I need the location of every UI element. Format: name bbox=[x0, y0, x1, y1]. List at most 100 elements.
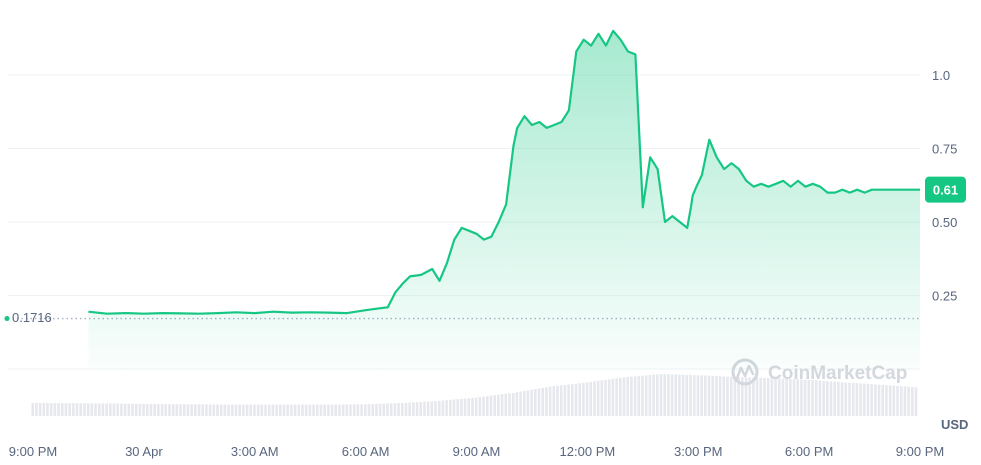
volume-bar bbox=[611, 378, 615, 416]
volume-bar bbox=[644, 375, 648, 416]
volume-bar bbox=[840, 382, 844, 416]
volume-bar bbox=[493, 395, 496, 416]
volume-bar bbox=[826, 381, 829, 416]
volume-bar bbox=[441, 400, 445, 416]
volume-bar bbox=[811, 380, 814, 416]
volume-bar bbox=[907, 386, 910, 416]
volume-bar bbox=[341, 404, 345, 416]
volume-bar bbox=[807, 379, 811, 416]
volume-bar bbox=[685, 374, 689, 416]
volume-bar bbox=[585, 382, 589, 416]
volume-bar bbox=[168, 404, 171, 416]
volume-bar bbox=[90, 403, 94, 416]
volume-bar bbox=[659, 374, 663, 416]
volume-bar bbox=[267, 404, 271, 416]
volume-bar bbox=[881, 384, 885, 416]
volume-bar bbox=[127, 403, 131, 416]
volume-bar bbox=[197, 404, 201, 416]
x-tick-label: 9:00 PM bbox=[9, 444, 57, 459]
volume-bar bbox=[415, 402, 419, 416]
volume-bar bbox=[471, 397, 474, 416]
volume-bar bbox=[245, 404, 249, 416]
volume-bar bbox=[866, 383, 870, 416]
volume-bar bbox=[570, 384, 574, 416]
volume-bar bbox=[789, 379, 792, 416]
volume-bar bbox=[899, 386, 903, 416]
volume-bar bbox=[182, 404, 186, 416]
current-price-value: 0.61 bbox=[933, 183, 958, 198]
volume-bar bbox=[164, 404, 168, 416]
volume-bar bbox=[434, 401, 437, 416]
volume-bar bbox=[364, 404, 367, 416]
volume-bar bbox=[330, 404, 334, 416]
volume-bar bbox=[785, 378, 788, 416]
currency-label: USD bbox=[941, 417, 968, 432]
volume-bar bbox=[822, 380, 825, 416]
volume-bar bbox=[862, 383, 866, 416]
volume-bar bbox=[35, 403, 38, 416]
volume-bar bbox=[556, 385, 559, 416]
y-tick-label: 0.75 bbox=[932, 142, 957, 157]
volume-bar bbox=[72, 403, 75, 416]
volume-bar bbox=[530, 389, 533, 416]
volume-bar bbox=[408, 402, 411, 416]
volume-bar bbox=[896, 385, 899, 416]
volume-bar bbox=[803, 379, 807, 416]
volume-bar bbox=[120, 403, 123, 416]
volume-bar bbox=[914, 387, 918, 416]
volume-bar bbox=[419, 401, 423, 416]
volume-bar bbox=[474, 397, 478, 416]
volume-bar bbox=[559, 385, 563, 416]
volume-bar bbox=[485, 396, 489, 416]
volume-bar bbox=[338, 404, 341, 416]
volume-bar bbox=[186, 404, 190, 416]
volume-bar bbox=[596, 380, 600, 416]
x-tick-label: 6:00 AM bbox=[342, 444, 390, 459]
volume-bar bbox=[519, 391, 522, 416]
volume-bar bbox=[38, 403, 42, 416]
volume-bar bbox=[179, 404, 182, 416]
volume-bar bbox=[271, 404, 275, 416]
x-tick-label: 9:00 PM bbox=[896, 444, 944, 459]
volume-bar bbox=[219, 404, 223, 416]
volume-bar bbox=[426, 401, 430, 416]
volume-bar bbox=[131, 403, 134, 416]
x-tick-label: 30 Apr bbox=[125, 444, 163, 459]
volume-bar bbox=[175, 404, 179, 416]
price-area bbox=[88, 30, 920, 370]
volume-bar bbox=[194, 404, 197, 416]
volume-bar bbox=[171, 404, 175, 416]
volume-bar bbox=[770, 378, 774, 416]
volume-bar bbox=[526, 390, 530, 416]
volume-bar bbox=[315, 404, 319, 416]
volume-bar bbox=[94, 403, 97, 416]
volume-bar bbox=[142, 403, 145, 416]
volume-bar bbox=[389, 403, 393, 416]
volume-bar bbox=[282, 404, 286, 416]
volume-bar bbox=[290, 404, 293, 416]
baseline-marker bbox=[4, 316, 10, 322]
volume-bar bbox=[460, 398, 463, 416]
volume-bar bbox=[49, 403, 53, 416]
volume-bar bbox=[238, 404, 241, 416]
volume-bar bbox=[777, 378, 781, 416]
volume-bar bbox=[356, 404, 360, 416]
volume-bar bbox=[201, 404, 205, 416]
volume-bar bbox=[870, 384, 873, 416]
volume-bar bbox=[748, 377, 751, 416]
volume-bar bbox=[681, 374, 685, 416]
volume-bar bbox=[814, 380, 818, 416]
volume-bar bbox=[630, 376, 633, 416]
volume-bar bbox=[334, 404, 338, 416]
volume-bar bbox=[97, 403, 101, 416]
volume-bar bbox=[741, 377, 744, 416]
volume-bar bbox=[622, 377, 626, 416]
y-axis: 0.25 0.50 0.75 1.0 bbox=[932, 68, 957, 304]
volume-bar bbox=[641, 375, 644, 416]
volume-bar bbox=[637, 376, 641, 416]
volume-bar bbox=[593, 381, 596, 416]
volume-bar bbox=[149, 403, 153, 416]
baseline-label: 0.1716 bbox=[12, 310, 52, 325]
volume-bar bbox=[397, 403, 400, 416]
